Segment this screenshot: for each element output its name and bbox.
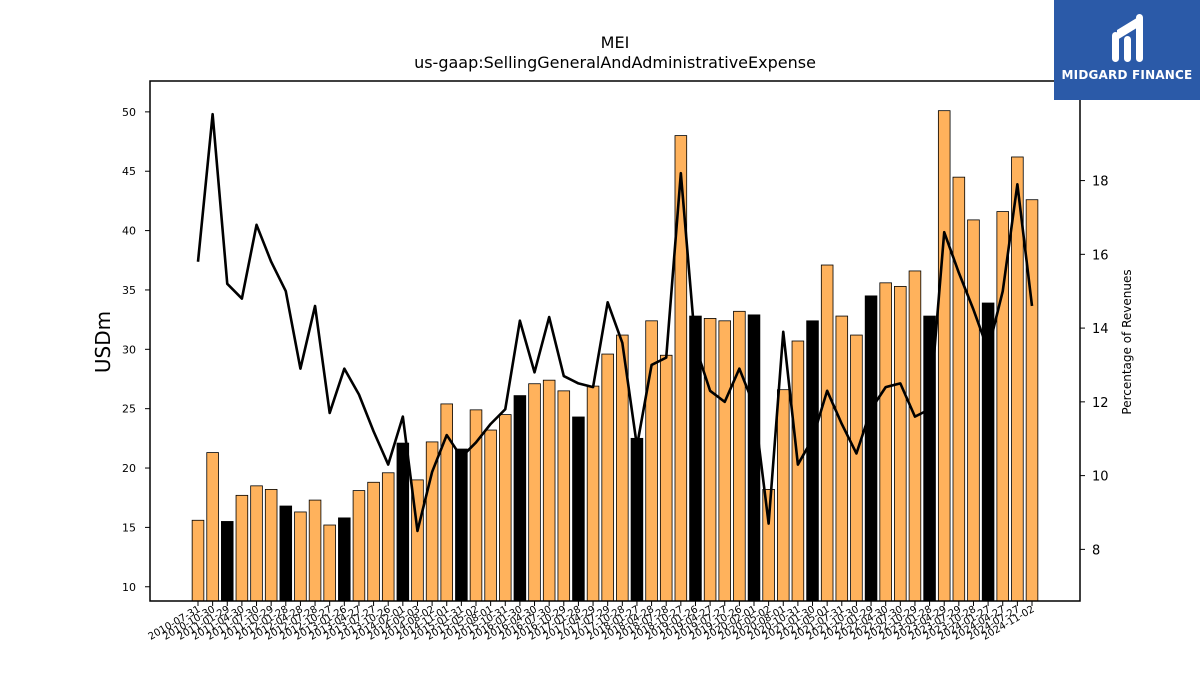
plot-area: 101520253035404550810121416182010-07-312…: [122, 106, 1109, 643]
bar: [601, 353, 614, 602]
bar: [542, 379, 556, 602]
bar: [894, 285, 907, 602]
logo-mark-icon: [1112, 14, 1143, 62]
bar: [572, 416, 585, 602]
bar: [733, 310, 746, 602]
chart-title: MEI: [601, 33, 630, 52]
bar: [484, 429, 497, 602]
bar: [221, 521, 234, 602]
y-tick-label: 30: [122, 343, 136, 356]
bar: [864, 295, 878, 602]
bar: [499, 414, 512, 602]
bar: [879, 282, 892, 602]
bar: [820, 264, 834, 602]
bar: [659, 354, 673, 602]
y-tick-label: 25: [122, 403, 136, 416]
bar: [425, 441, 439, 602]
bar: [762, 488, 775, 602]
bar: [528, 383, 541, 602]
bar: [250, 485, 263, 602]
percentage-line: [196, 112, 1034, 533]
y-tick-label: 10: [122, 581, 136, 594]
bar: [367, 481, 380, 602]
y2-tick-label: 12: [1092, 396, 1109, 411]
bar: [352, 490, 366, 602]
y2-tick-label: 18: [1092, 175, 1109, 190]
y2-tick-label: 16: [1092, 248, 1109, 263]
bar: [703, 318, 717, 602]
bar: [718, 320, 731, 602]
bar: [747, 314, 761, 602]
plot-frame: [149, 80, 1081, 602]
y-tick-label: 35: [122, 284, 136, 297]
midgard-finance-logo: MIDGARD FINANCE: [1054, 0, 1200, 100]
bar: [557, 390, 571, 602]
bar: [791, 340, 805, 602]
bar: [264, 488, 278, 602]
bar: [908, 270, 922, 602]
y2-axis-label: Percentage of Revenues: [1120, 269, 1134, 414]
y-tick-label: 15: [122, 521, 136, 534]
bar: [455, 448, 468, 602]
bar: [952, 176, 966, 602]
bar: [308, 499, 322, 602]
bar: [323, 524, 336, 602]
bar: [206, 452, 219, 602]
bar: [191, 519, 205, 602]
bar: [294, 511, 307, 602]
bar: [338, 517, 351, 602]
y2-tick-label: 8: [1092, 543, 1100, 558]
bar: [835, 315, 849, 602]
y-tick-label: 20: [122, 462, 136, 475]
bar: [1025, 199, 1039, 602]
bar: [806, 320, 819, 602]
bar: [440, 403, 453, 602]
bar: [235, 494, 249, 602]
brand-name: MIDGARD FINANCE: [1061, 68, 1193, 82]
y-tick-label: 40: [122, 225, 136, 238]
bar: [396, 442, 410, 602]
bar: [937, 110, 951, 602]
bar: [850, 334, 863, 602]
bar: [279, 505, 293, 602]
bar: [777, 389, 790, 602]
y-tick-label: 50: [122, 106, 136, 119]
bar: [674, 135, 688, 602]
bar: [381, 472, 395, 602]
bar: [513, 395, 527, 602]
y-tick-label: 45: [122, 165, 136, 178]
bar: [630, 437, 644, 602]
bar: [586, 385, 600, 602]
bar: [967, 219, 980, 602]
y-axis-label: USDm: [91, 311, 115, 373]
chart-subtitle: us-gaap:SellingGeneralAndAdministrativeE…: [414, 53, 816, 72]
y2-tick-label: 14: [1092, 322, 1109, 337]
y2-tick-label: 10: [1092, 470, 1109, 485]
